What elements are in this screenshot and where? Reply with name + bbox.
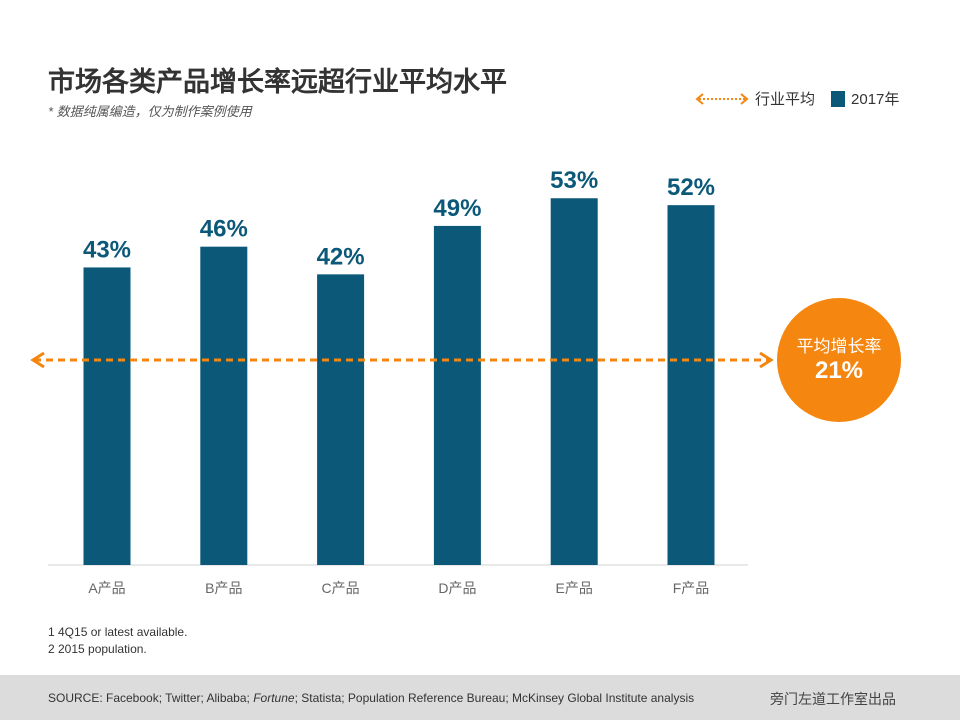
- average-callout: 平均增长率 21%: [777, 298, 901, 422]
- source-text: SOURCE: Facebook; Twitter; Alibaba; Fort…: [48, 691, 695, 705]
- legend-2017: 2017年: [851, 91, 900, 108]
- footer: SOURCE: Facebook; Twitter; Alibaba; Fort…: [0, 675, 960, 720]
- tick-label: B产品: [205, 580, 242, 596]
- tick-label: D产品: [438, 580, 476, 596]
- arrow-left-icon: [30, 351, 45, 369]
- callout-label: 平均增长率: [796, 337, 882, 356]
- legend: 行业平均 2017年: [695, 88, 899, 109]
- footnote: 1 4Q15 or latest available.: [48, 625, 188, 639]
- tick-label: C产品: [322, 580, 360, 596]
- bar-chart: 43% A产品 46% B产品 42% C产品 49% D产品 53% E产品 52% F产品: [30, 167, 774, 596]
- arrow-right-icon: [759, 351, 774, 369]
- footnote: 2 2015 population.: [48, 642, 147, 656]
- bar: [550, 198, 598, 566]
- data-label: 46%: [200, 216, 248, 243]
- brand-text: 旁门左道工作室出品: [770, 691, 896, 707]
- tick-label: E产品: [556, 580, 593, 596]
- bar: [317, 274, 365, 565]
- callout-value: 21%: [814, 357, 864, 384]
- data-label: 52%: [667, 174, 715, 201]
- data-label: 42%: [317, 243, 365, 270]
- data-label: 53%: [550, 167, 598, 194]
- legend-swatch: [831, 90, 846, 107]
- dashed-arrow-icon: [695, 92, 749, 105]
- legend-average: 行业平均: [755, 91, 816, 108]
- bar: [83, 267, 131, 565]
- bar: [433, 225, 481, 566]
- data-label: 43%: [83, 236, 131, 263]
- chart-subtitle: * 数据纯属编造，仅为制作案例使用: [48, 104, 252, 119]
- tick-label: F产品: [673, 580, 710, 596]
- bar: [200, 246, 248, 565]
- chart-title: 市场各类产品增长率远超行业平均水平: [48, 67, 507, 97]
- footnotes: 1 4Q15 or latest available. 2 2015 popul…: [48, 624, 187, 658]
- data-label: 49%: [433, 195, 481, 222]
- tick-label: A产品: [88, 580, 125, 596]
- bar: [667, 205, 715, 565]
